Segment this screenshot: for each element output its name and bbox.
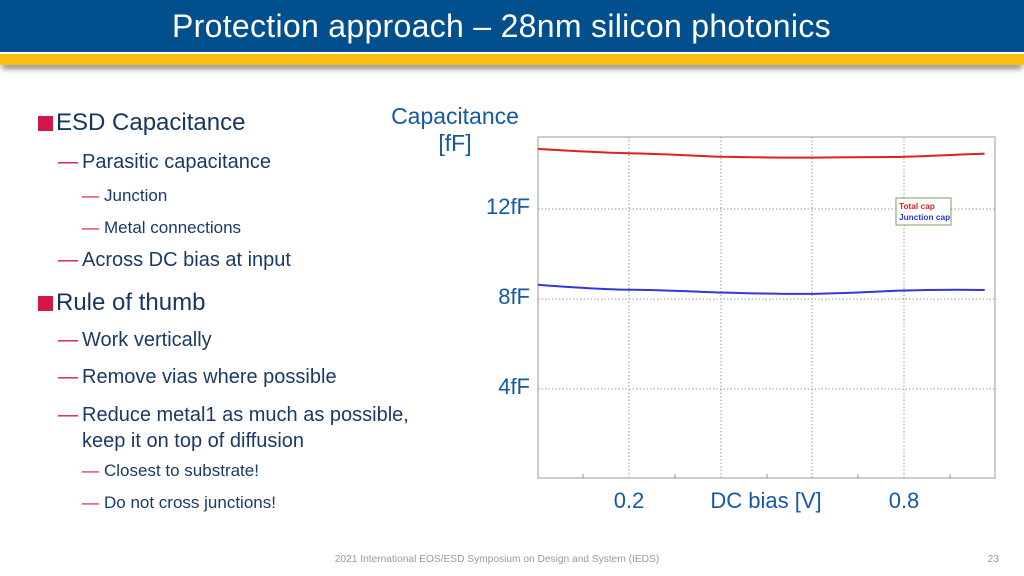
svg-text:0.2: 0.2 xyxy=(614,488,645,513)
svg-text:0.8: 0.8 xyxy=(889,488,920,513)
svg-text:12fF: 12fF xyxy=(486,194,530,219)
svg-text:DC bias [V]: DC bias [V] xyxy=(710,488,821,513)
svg-text:Total cap: Total cap xyxy=(899,201,935,211)
svg-text:Junction cap: Junction cap xyxy=(899,212,950,222)
svg-text:4fF: 4fF xyxy=(498,374,530,399)
svg-text:8fF: 8fF xyxy=(498,284,530,309)
